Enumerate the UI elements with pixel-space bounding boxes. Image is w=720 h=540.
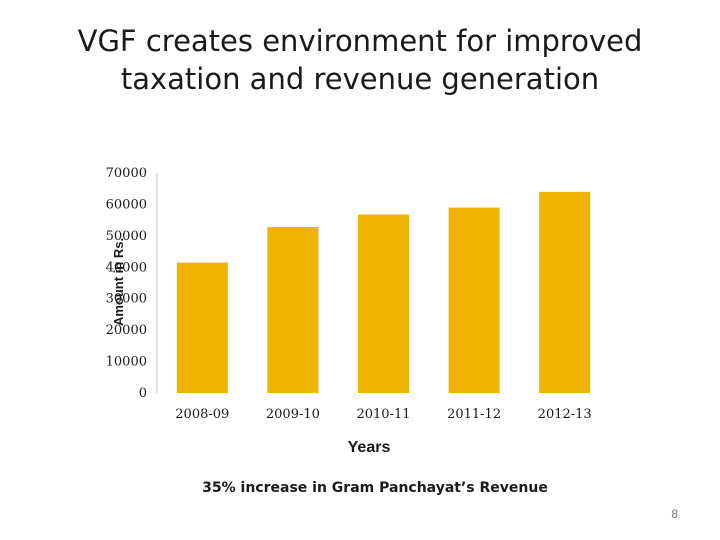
x-tick-label: 2011-12 (447, 407, 501, 422)
y-axis-title: Amount in Rs. (111, 238, 126, 326)
bar (176, 262, 228, 393)
y-axis-ticks: 0 10000 20000 30000 40000 50000 60000 70000 (106, 166, 147, 401)
x-axis-title: Years (348, 439, 391, 456)
y-tick-label: 70000 (106, 166, 147, 181)
bar (539, 191, 591, 393)
x-tick-label: 2008-09 (175, 407, 229, 422)
x-tick-label: 2010-11 (356, 407, 410, 422)
x-tick-label: 2012-13 (538, 407, 592, 422)
y-tick-label: 0 (139, 386, 147, 401)
y-tick-label: 60000 (106, 197, 147, 212)
bar (358, 214, 409, 393)
bar (267, 227, 319, 393)
slide-title: VGF creates environment for improved tax… (77, 24, 643, 96)
x-tick-label: 2009-10 (266, 407, 320, 422)
bar (448, 207, 500, 393)
y-tick-label: 50000 (106, 229, 147, 244)
page-number: 8 (671, 507, 678, 521)
y-tick-label: 10000 (106, 355, 147, 370)
y-tick-label: 40000 (106, 260, 147, 275)
caption: 35% increase in Gram Panchayat’s Revenue (202, 480, 548, 496)
bars (176, 191, 591, 393)
x-axis-ticks: 2008-09 2009-10 2010-11 2011-12 2012-13 (175, 407, 591, 422)
y-tick-label: 30000 (106, 292, 147, 307)
y-tick-label: 20000 (106, 323, 147, 338)
